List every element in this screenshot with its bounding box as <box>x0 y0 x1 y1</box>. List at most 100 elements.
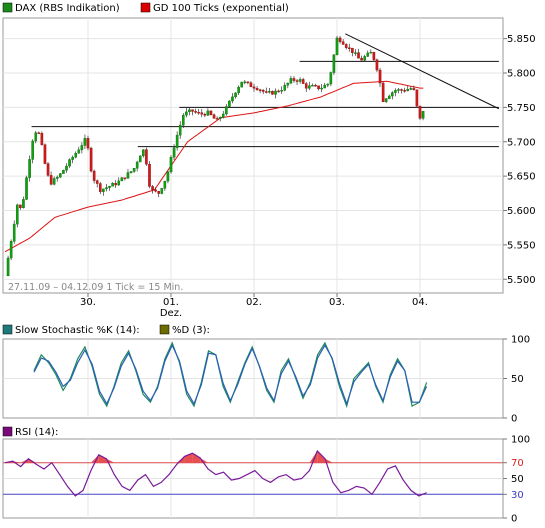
candle-body <box>215 118 219 120</box>
candle-body <box>255 88 259 90</box>
candle-body <box>409 88 413 90</box>
candle-body <box>95 180 99 184</box>
x-tick-label: 30. <box>80 297 96 308</box>
candle-body <box>212 114 216 119</box>
candle-body <box>252 86 256 89</box>
candle-body <box>295 80 299 82</box>
candle-body <box>200 112 204 115</box>
candle-body <box>283 85 287 91</box>
ema-line <box>4 80 424 253</box>
candle-body <box>243 81 247 84</box>
candle-body <box>6 257 10 277</box>
candle-body <box>314 85 317 87</box>
stochastic-panel: 100 50 0 <box>2 335 530 425</box>
candle-body <box>83 138 87 146</box>
candle-body <box>304 83 308 89</box>
candle-body <box>421 111 425 119</box>
candle-body <box>185 111 188 116</box>
candle-body <box>317 85 320 90</box>
candle-body <box>59 173 62 178</box>
candle-body <box>25 177 28 200</box>
candle-body <box>298 79 302 82</box>
stoch-line-pct-k <box>33 341 428 409</box>
main-legend: DAX (RBS Indikation) GD 100 Ticks (expon… <box>2 2 289 14</box>
candle-body <box>169 157 173 173</box>
candle-body <box>148 164 151 187</box>
main-y-ticks: 5.850 5.800 5.750 5.700 5.650 5.600 5.550 5.500 <box>503 34 536 286</box>
candle-body <box>311 85 314 87</box>
main-grid <box>3 18 503 293</box>
candle-body <box>46 163 50 176</box>
candle-body <box>351 47 354 53</box>
dax-legend-swatch <box>2 2 13 13</box>
candle-body <box>80 145 84 151</box>
candle-body <box>231 96 234 102</box>
candle-body <box>105 187 108 190</box>
y-tick-label: 0 <box>511 414 517 425</box>
candle-body <box>415 89 419 107</box>
candle-body <box>92 170 96 181</box>
candle-body <box>34 132 38 142</box>
candle-body <box>261 89 265 92</box>
x-tick-label: 03. <box>329 297 345 308</box>
candle-body <box>9 241 13 259</box>
candle-body <box>271 91 274 95</box>
candle-body <box>37 132 41 134</box>
rsi-overbought-area <box>309 450 318 463</box>
candle-body <box>320 87 323 90</box>
candle-body <box>397 89 400 91</box>
y-tick-label: 5.600 <box>507 206 536 217</box>
candle-body <box>363 56 366 61</box>
rsi-panel: 100 70 50 30 0 <box>2 435 530 525</box>
candle-body <box>369 52 373 54</box>
candle-body <box>181 114 185 126</box>
y-tick-label: 5.650 <box>507 172 536 183</box>
stoch-line-pct-d <box>33 343 428 406</box>
stochastic-lines <box>33 341 428 409</box>
candle-body <box>403 90 406 92</box>
candle-body <box>308 85 311 89</box>
candle-body <box>154 189 157 192</box>
candle-body <box>108 186 111 188</box>
rsi-overbought-area <box>184 453 193 463</box>
x-tick-label: 04. <box>412 297 428 308</box>
trend-line <box>345 33 500 110</box>
y-tick-label: 100 <box>511 435 530 446</box>
dax-legend-label: DAX (RBS Indikation) <box>15 3 120 14</box>
x-tick-sublabel: Dez. <box>160 308 182 319</box>
main-price-panel: 5.850 5.800 5.750 5.700 5.650 5.600 5.550 5.500… <box>2 17 536 319</box>
candle-body <box>391 92 394 97</box>
y-tick-label: 5.550 <box>507 240 536 251</box>
candle-body <box>286 82 290 86</box>
candle-body <box>240 81 244 88</box>
stochastic-legend: Slow Stochastic %K (14): %D (3): <box>2 324 210 336</box>
candle-body <box>218 116 222 119</box>
candle-body <box>129 171 133 173</box>
candle-body <box>111 183 114 187</box>
candle-body <box>237 86 240 94</box>
rsi-legend-label: RSI (14): <box>15 427 58 438</box>
candle-body <box>326 83 330 86</box>
candle-body <box>77 149 81 154</box>
stoch-k-legend-swatch <box>2 324 13 335</box>
candle-body <box>249 82 253 88</box>
rsi-overbought-area <box>192 453 201 463</box>
candle-body <box>52 178 56 185</box>
y-tick-label: 5.500 <box>507 275 536 286</box>
y-tick-label: 50 <box>511 474 524 485</box>
candle-body <box>301 79 305 84</box>
candle-body <box>209 110 213 115</box>
candle-body <box>98 183 102 192</box>
candle-body <box>357 52 360 59</box>
y-tick-label: 100 <box>511 335 530 346</box>
candle-body <box>341 41 345 45</box>
candle-body <box>142 149 145 157</box>
candle-body <box>138 155 142 163</box>
candle-body <box>43 144 47 164</box>
stoch-k-legend-label: Slow Stochastic %K (14): <box>15 325 140 336</box>
rsi-line <box>4 449 427 497</box>
y-tick-label: 30 <box>511 490 524 501</box>
candle-body <box>145 149 148 165</box>
candle-body <box>132 168 136 172</box>
